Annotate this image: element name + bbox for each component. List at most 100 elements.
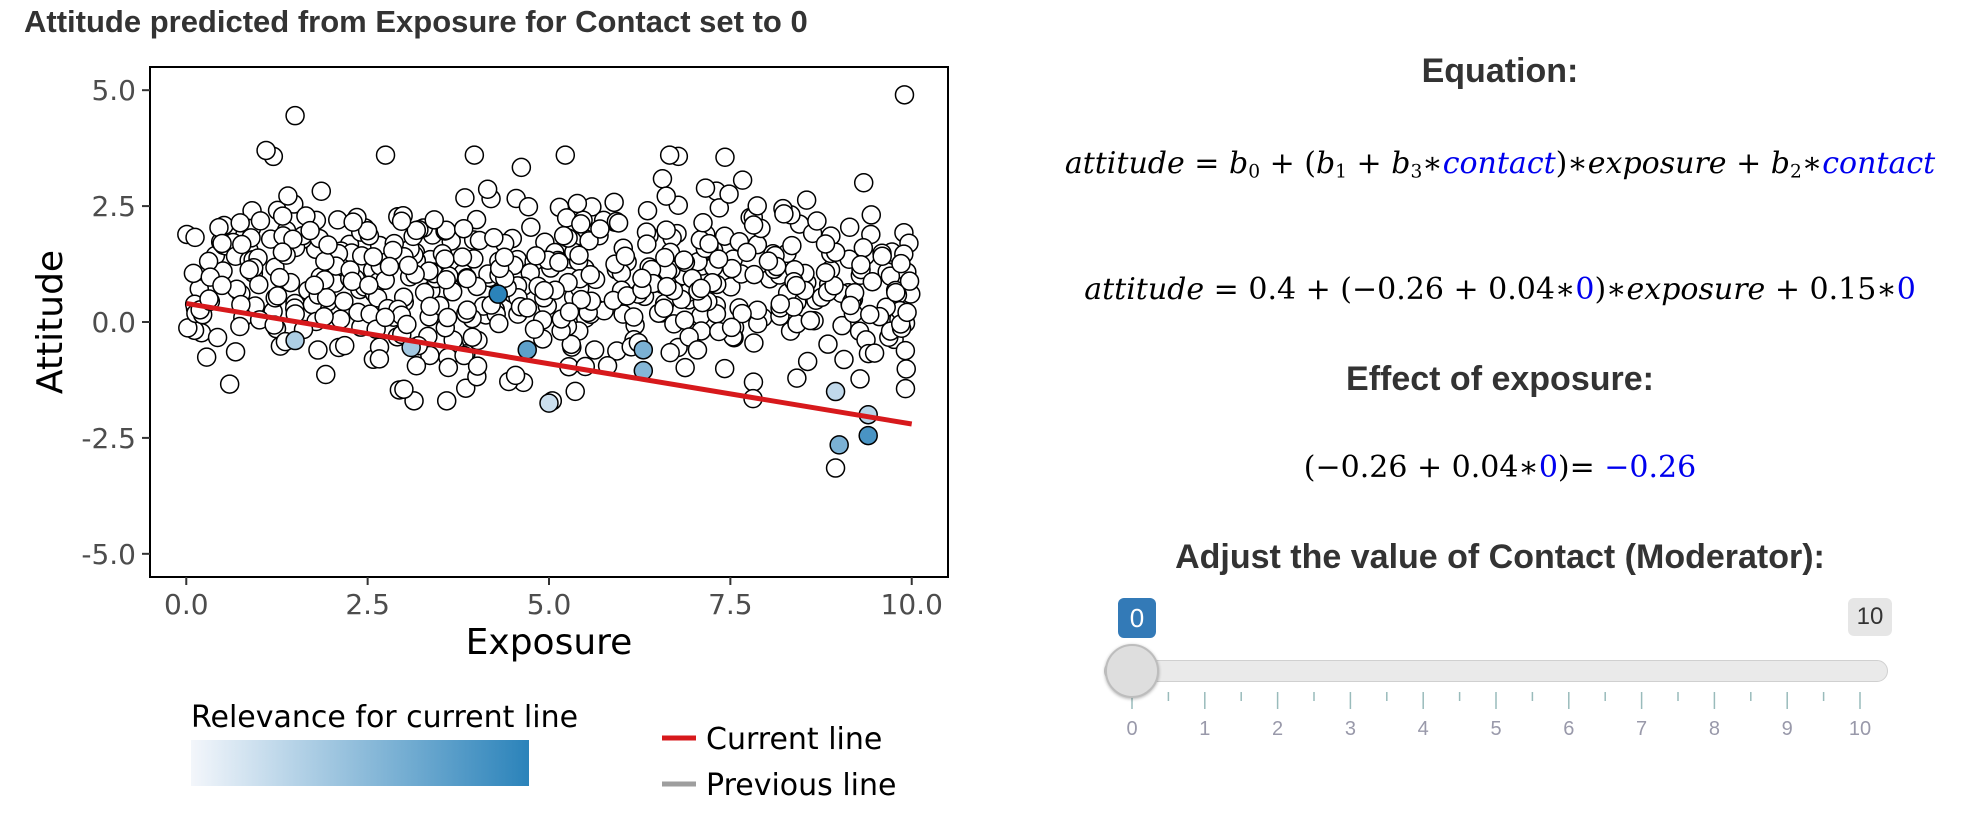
data-point [691,278,711,299]
data-point [770,294,791,314]
current-regression-line [185,300,913,427]
slider-tick-label: 6 [1563,718,1575,740]
slider-track[interactable] [1104,660,1888,682]
data-point [743,215,764,235]
data-point [656,220,676,240]
slider-tick-label: 7 [1636,718,1648,740]
chart-title: Attitude predicted from Exposure for Con… [24,4,808,39]
data-point [383,240,403,261]
x-axis-label: Exposure [466,622,633,663]
data-point [394,379,414,399]
num-focal: exposure [1626,272,1766,307]
eq-lhs: attitude [1064,146,1185,181]
data-point [185,227,205,248]
data-point [714,358,735,379]
slider-tick-label: 4 [1417,718,1429,740]
eq-b2: b [1770,146,1790,181]
x-tick-label: 7.5 [708,588,753,621]
eff-result: −0.26 [1604,450,1697,485]
num-b2: 0.15 [1809,272,1877,307]
equation-heading: Equation: [1421,52,1579,90]
x-tick-label: 5.0 [527,588,572,621]
data-point [565,381,585,402]
y-tick-label: 5.0 [91,74,136,107]
data-point [437,307,458,328]
data-point [334,335,355,356]
slider-tick-label: 3 [1344,718,1356,740]
data-point [632,268,652,289]
data-point [424,210,445,230]
num-lhs: attitude [1084,272,1205,307]
equation-panel: Equation: attitude = b0 + (b1 + b3∗conta… [1000,0,1974,817]
data-point [652,168,673,189]
slider-tick-label: 9 [1781,718,1793,740]
data-point [896,359,916,379]
data-point [637,234,657,254]
data-point [518,196,539,217]
data-point [832,315,852,336]
data-point [209,217,229,238]
data-point [782,235,802,256]
data-point [452,247,473,267]
eq-b2-sub: 2 [1789,161,1802,183]
data-point [853,173,874,193]
y-axis-label: Attitude [30,250,71,394]
data-point [369,349,390,369]
data-point [391,211,412,231]
data-point [675,357,695,378]
data-point [511,157,532,178]
slider-tick-label: 5 [1490,718,1502,740]
slider-tick-label: 1 [1199,718,1211,740]
eff-contact-value: 0 [1538,450,1558,485]
y-tick-label: 2.5 [91,190,136,223]
data-point [272,242,293,262]
data-point [549,252,569,273]
num-contact-value-2: 0 [1896,272,1916,307]
data-point [786,275,806,296]
data-point [230,213,250,233]
slider-tick-label: 8 [1708,718,1720,740]
data-point [357,220,378,241]
data-point [477,179,498,200]
data-point [862,271,883,292]
data-point [615,246,636,267]
data-point [886,282,906,303]
slider-ticks [1131,692,1861,709]
data-point [815,234,836,254]
contact-slider[interactable]: 0 10 0 1 2 3 4 5 6 7 8 9 10 [1104,596,1894,746]
num-intercept: 0.4 [1248,272,1297,307]
data-point [571,289,592,310]
x-tick-label: 10.0 [881,588,943,621]
data-point [860,304,880,325]
slider-tick-label: 2 [1272,718,1284,740]
eff-b1: −0.26 [1315,450,1408,485]
data-point [304,275,325,296]
data-point [457,268,477,289]
y-tick-label: 0.0 [91,306,136,339]
data-point [406,355,427,376]
data-point [623,307,644,327]
data-point [695,178,716,198]
scatter-plot: 0.0 2.5 5.0 7.5 10.0 5.0 2.5 0.0 -2.5 -5.0 Exposu… [30,66,949,803]
data-point [674,310,695,330]
data-point [342,271,363,292]
data-point [687,340,708,360]
data-point [584,340,605,360]
data-point [569,245,589,266]
eq-b1-sub: 1 [1335,161,1348,183]
slider-tick-label: 10 [1848,718,1872,740]
data-point [660,342,680,363]
data-point [825,458,846,478]
data-point [555,145,576,165]
data-point [850,369,870,389]
x-tick-label: 2.5 [345,588,390,621]
slider-handle[interactable] [1105,644,1159,698]
data-point [894,85,915,105]
data-point [590,219,610,239]
legend-previous-line-label: Previous line [706,768,896,803]
data-point [815,262,836,283]
data-point [212,275,232,296]
data-point [406,220,427,241]
data-point [453,218,474,239]
legend-relevance-title: Relevance for current line [191,700,578,735]
